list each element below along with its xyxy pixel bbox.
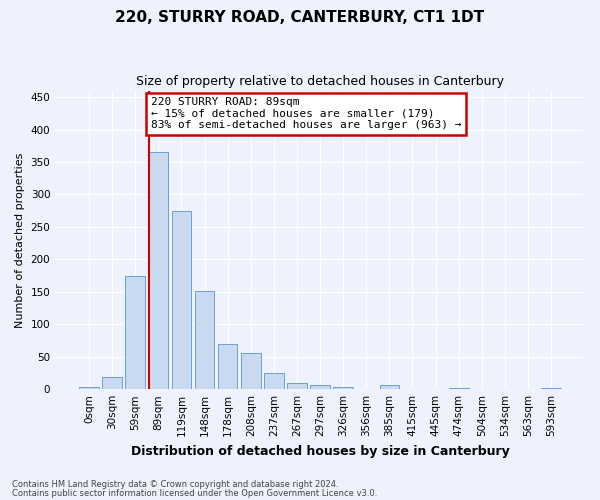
Bar <box>449 388 469 389</box>
Text: Contains public sector information licensed under the Open Government Licence v3: Contains public sector information licen… <box>12 488 377 498</box>
Y-axis label: Number of detached properties: Number of detached properties <box>15 152 25 328</box>
Bar <box>172 210 191 389</box>
Bar <box>195 290 214 389</box>
X-axis label: Distribution of detached houses by size in Canterbury: Distribution of detached houses by size … <box>131 444 509 458</box>
Bar <box>541 388 561 389</box>
Title: Size of property relative to detached houses in Canterbury: Size of property relative to detached ho… <box>136 75 504 88</box>
Bar <box>79 387 99 389</box>
Bar <box>125 276 145 389</box>
Text: Contains HM Land Registry data © Crown copyright and database right 2024.: Contains HM Land Registry data © Crown c… <box>12 480 338 489</box>
Bar <box>218 344 238 389</box>
Bar <box>380 386 399 389</box>
Bar <box>103 378 122 389</box>
Bar <box>334 386 353 389</box>
Bar <box>287 382 307 389</box>
Bar <box>241 354 260 389</box>
Text: 220 STURRY ROAD: 89sqm
← 15% of detached houses are smaller (179)
83% of semi-de: 220 STURRY ROAD: 89sqm ← 15% of detached… <box>151 97 461 130</box>
Bar <box>310 386 330 389</box>
Bar <box>264 373 284 389</box>
Bar <box>149 152 168 389</box>
Text: 220, STURRY ROAD, CANTERBURY, CT1 1DT: 220, STURRY ROAD, CANTERBURY, CT1 1DT <box>115 10 485 25</box>
